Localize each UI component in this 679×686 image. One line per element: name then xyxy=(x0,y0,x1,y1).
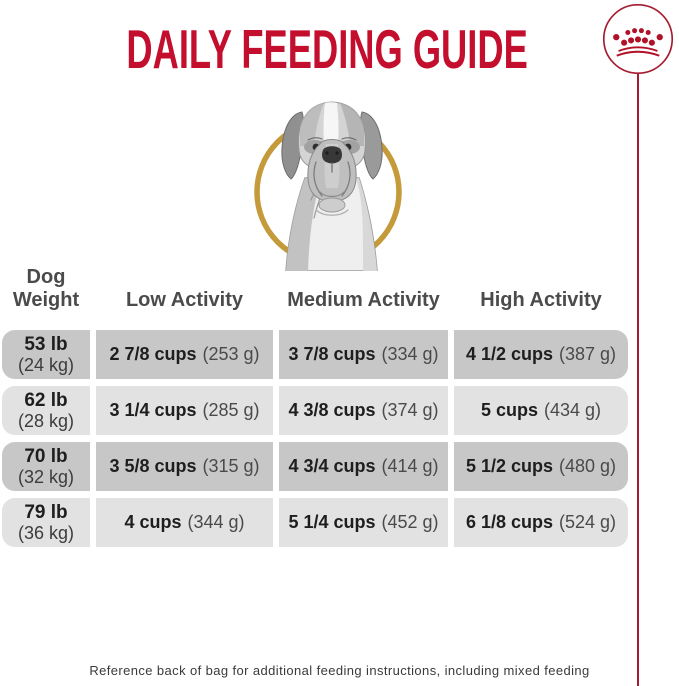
feeding-table: 53 lb (24 kg) 2 7/8 cups (253 g) 3 7/8 c… xyxy=(2,330,629,547)
royal-canin-crown-icon xyxy=(602,3,674,75)
grams-value: (524 g) xyxy=(559,512,617,532)
feeding-amount-cell: 3 5/8 cups (315 g) xyxy=(96,442,273,491)
cups-value: 2 7/8 cups xyxy=(109,344,197,364)
feeding-amount-cell: 5 cups (434 g) xyxy=(454,386,628,435)
feeding-amount-cell: 6 1/8 cups (524 g) xyxy=(454,498,628,547)
weight-lb: 79 lb xyxy=(24,501,68,523)
grams-value: (452 g) xyxy=(381,512,439,532)
cups-value: 5 1/4 cups xyxy=(288,512,376,532)
feeding-amount-cell: 4 1/2 cups (387 g) xyxy=(454,330,628,379)
grams-value: (334 g) xyxy=(381,344,439,364)
dog-photo xyxy=(254,101,402,271)
column-header-high-activity: High Activity xyxy=(480,289,602,312)
table-header-row: Dog Weight Low Activity Medium Activity … xyxy=(2,258,629,314)
grams-value: (374 g) xyxy=(381,400,439,420)
cups-value: 4 1/2 cups xyxy=(465,344,553,364)
dog-weight-cell: 70 lb (32 kg) xyxy=(2,442,90,491)
cups-value: 3 1/4 cups xyxy=(109,400,197,420)
grams-value: (253 g) xyxy=(202,344,260,364)
feeding-amount-cell: 3 1/4 cups (285 g) xyxy=(96,386,273,435)
feeding-amount-cell: 4 3/4 cups (414 g) xyxy=(279,442,448,491)
dog-weight-cell: 53 lb (24 kg) xyxy=(2,330,90,379)
feeding-amount-cell: 4 3/8 cups (374 g) xyxy=(279,386,448,435)
grams-value: (387 g) xyxy=(559,344,617,364)
cups-value: 5 cups xyxy=(480,400,538,420)
weight-lb: 62 lb xyxy=(24,389,68,411)
dog-weight-header-line2: Weight xyxy=(12,289,80,312)
vertical-rule xyxy=(637,73,639,686)
grams-value: (434 g) xyxy=(543,400,602,420)
grams-value: (414 g) xyxy=(381,456,439,476)
dog-weight-header-line1: Dog xyxy=(26,265,66,288)
weight-kg: (28 kg) xyxy=(17,411,75,432)
weight-lb: 70 lb xyxy=(24,445,68,467)
feeding-amount-cell: 3 7/8 cups (334 g) xyxy=(279,330,448,379)
column-header-dog-weight: Dog Weight xyxy=(2,266,90,314)
page-title-wrap: DAILY FEEDING GUIDE xyxy=(0,22,654,77)
cups-value: 3 7/8 cups xyxy=(288,344,376,364)
weight-lb: 53 lb xyxy=(24,333,68,355)
cups-value: 6 1/8 cups xyxy=(465,512,553,532)
grams-value: (315 g) xyxy=(202,456,260,476)
grams-value: (344 g) xyxy=(187,512,245,532)
weight-kg: (24 kg) xyxy=(17,355,75,376)
column-header-low-activity: Low Activity xyxy=(125,289,244,312)
feeding-amount-cell: 2 7/8 cups (253 g) xyxy=(96,330,273,379)
feeding-amount-cell: 4 cups (344 g) xyxy=(96,498,273,547)
footnote-text: Reference back of bag for additional fee… xyxy=(89,663,590,678)
column-header-medium-activity: Medium Activity xyxy=(287,289,440,312)
cups-value: 4 cups xyxy=(124,512,182,532)
cups-value: 5 1/2 cups xyxy=(465,456,553,476)
dog-weight-cell: 62 lb (28 kg) xyxy=(2,386,90,435)
weight-kg: (32 kg) xyxy=(17,467,75,488)
weight-kg: (36 kg) xyxy=(17,523,75,544)
dog-weight-cell: 79 lb (36 kg) xyxy=(2,498,90,547)
cups-value: 4 3/4 cups xyxy=(288,456,376,476)
feeding-amount-cell: 5 1/2 cups (480 g) xyxy=(454,442,628,491)
grams-value: (480 g) xyxy=(559,456,617,476)
page-title: DAILY FEEDING GUIDE xyxy=(126,18,528,80)
feeding-amount-cell: 5 1/4 cups (452 g) xyxy=(279,498,448,547)
cups-value: 3 5/8 cups xyxy=(109,456,197,476)
grams-value: (285 g) xyxy=(202,400,260,420)
cups-value: 4 3/8 cups xyxy=(288,400,376,420)
